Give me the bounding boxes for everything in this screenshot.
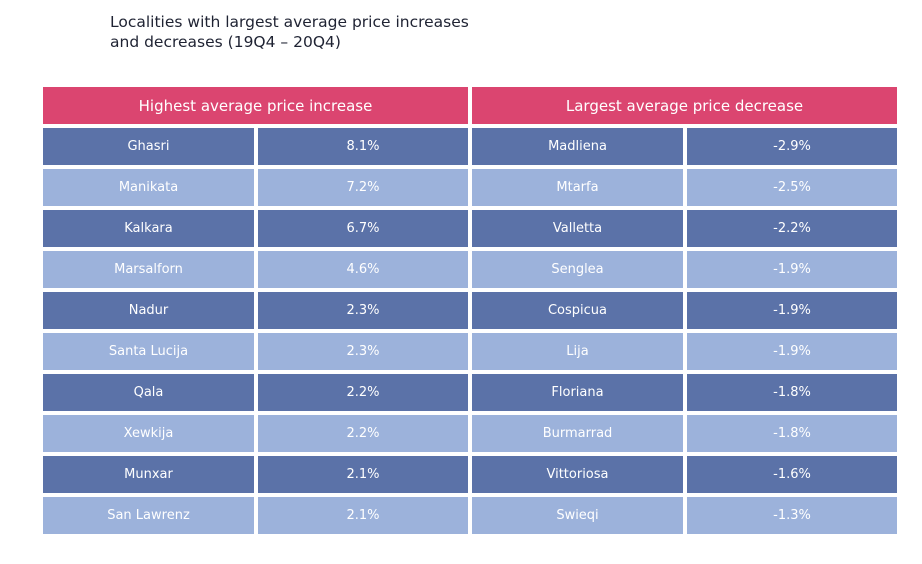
table-row: Santa Lucija 2.3% (43, 333, 468, 370)
locality-cell: Madliena (472, 128, 683, 165)
locality-cell: Cospicua (472, 292, 683, 329)
change-cell: -1.8% (687, 374, 897, 411)
change-cell: -2.2% (687, 210, 897, 247)
title-line-2: and decreases (19Q4 – 20Q4) (110, 33, 341, 51)
table-row: Munxar 2.1% (43, 456, 468, 493)
table-row: Floriana -1.8% (472, 374, 897, 411)
table-row: Nadur 2.3% (43, 292, 468, 329)
change-cell: 7.2% (258, 169, 468, 206)
locality-cell: Kalkara (43, 210, 254, 247)
table-row: Valletta -2.2% (472, 210, 897, 247)
locality-cell: Mtarfa (472, 169, 683, 206)
locality-cell: Munxar (43, 456, 254, 493)
table-row: Kalkara 6.7% (43, 210, 468, 247)
locality-cell: Valletta (472, 210, 683, 247)
locality-cell: Ghasri (43, 128, 254, 165)
table-row: Mtarfa -2.5% (472, 169, 897, 206)
table-row: Senglea -1.9% (472, 251, 897, 288)
locality-cell: Swieqi (472, 497, 683, 534)
table-row: Cospicua -1.9% (472, 292, 897, 329)
change-cell: -1.6% (687, 456, 897, 493)
locality-cell: Qala (43, 374, 254, 411)
change-cell: -1.9% (687, 251, 897, 288)
change-cell: -2.9% (687, 128, 897, 165)
change-cell: 2.3% (258, 292, 468, 329)
locality-cell: Xewkija (43, 415, 254, 452)
change-cell: 8.1% (258, 128, 468, 165)
locality-cell: Santa Lucija (43, 333, 254, 370)
table-row: Vittoriosa -1.6% (472, 456, 897, 493)
locality-cell: Nadur (43, 292, 254, 329)
table-row: Ghasri 8.1% (43, 128, 468, 165)
table-row: Burmarrad -1.8% (472, 415, 897, 452)
locality-cell: Senglea (472, 251, 683, 288)
change-cell: -1.9% (687, 333, 897, 370)
increase-table: Highest average price increase Ghasri 8.1… (43, 87, 468, 538)
increase-table-header: Highest average price increase (43, 87, 468, 124)
table-row: Manikata 7.2% (43, 169, 468, 206)
change-cell: 2.2% (258, 374, 468, 411)
change-cell: 2.2% (258, 415, 468, 452)
change-cell: 2.1% (258, 497, 468, 534)
change-cell: 2.3% (258, 333, 468, 370)
decrease-table-header: Largest average price decrease (472, 87, 897, 124)
decrease-table: Largest average price decrease Madliena -… (472, 87, 897, 538)
table-row: San Lawrenz 2.1% (43, 497, 468, 534)
change-cell: 4.6% (258, 251, 468, 288)
table-row: Xewkija 2.2% (43, 415, 468, 452)
table-row: Swieqi -1.3% (472, 497, 897, 534)
change-cell: -1.8% (687, 415, 897, 452)
table-row: Marsalforn 4.6% (43, 251, 468, 288)
locality-cell: Manikata (43, 169, 254, 206)
table-row: Madliena -2.9% (472, 128, 897, 165)
change-cell: 2.1% (258, 456, 468, 493)
locality-cell: Lija (472, 333, 683, 370)
change-cell: -1.3% (687, 497, 897, 534)
locality-cell: Burmarrad (472, 415, 683, 452)
table-row: Qala 2.2% (43, 374, 468, 411)
locality-cell: Marsalforn (43, 251, 254, 288)
title-line-1: Localities with largest average price in… (110, 13, 469, 31)
locality-cell: Vittoriosa (472, 456, 683, 493)
page-title: Localities with largest average price in… (110, 12, 469, 52)
change-cell: -2.5% (687, 169, 897, 206)
table-row: Lija -1.9% (472, 333, 897, 370)
change-cell: 6.7% (258, 210, 468, 247)
locality-cell: San Lawrenz (43, 497, 254, 534)
change-cell: -1.9% (687, 292, 897, 329)
locality-cell: Floriana (472, 374, 683, 411)
